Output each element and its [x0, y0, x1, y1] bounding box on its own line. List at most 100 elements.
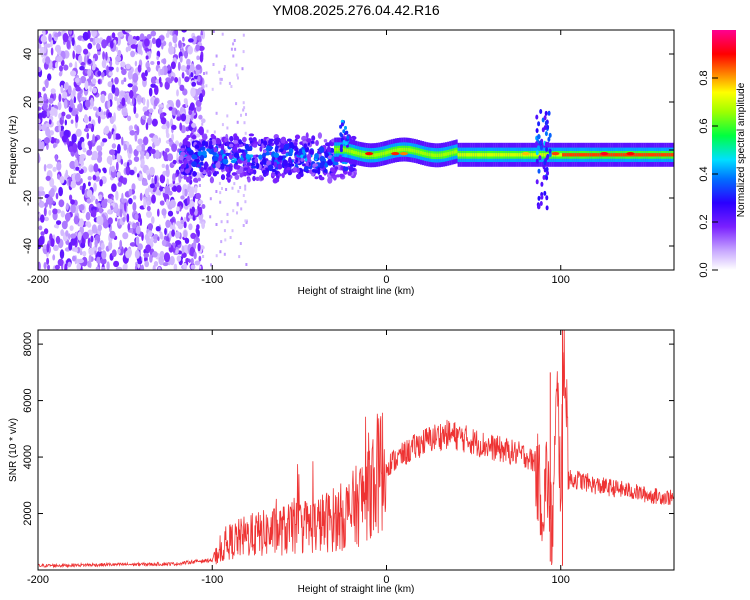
spectrogram-cell — [413, 149, 416, 153]
spectrogram-cell — [545, 175, 549, 181]
colorbar-tick-label: 0.0 — [698, 262, 710, 277]
spectrogram-cell — [255, 176, 260, 181]
spectrogram-cell — [53, 244, 59, 252]
spectrogram-cell — [228, 165, 233, 172]
spectrogram-cell — [342, 148, 345, 152]
spectrogram-cell — [175, 109, 178, 115]
spectrogram-cell — [208, 170, 212, 176]
spectrogram-cell — [83, 128, 90, 132]
colorbar: 0.0 0.2 0.4 0.6 0.8 Normalized spectral ampl… — [698, 30, 747, 278]
spectrogram-cell — [107, 217, 113, 225]
spectrogram-cell — [451, 151, 454, 155]
spectrogram-cell — [247, 177, 251, 183]
spectrogram-cell — [338, 154, 342, 159]
spectrogram-cell — [194, 145, 200, 149]
spectrogram-cell — [168, 45, 175, 55]
spectrogram-cell — [266, 145, 271, 151]
spectrogram-cell — [125, 63, 131, 70]
spectrogram-cell — [52, 254, 56, 261]
spectrogram-cell — [59, 65, 63, 72]
spectrogram-cell — [300, 158, 304, 162]
spectrogram-cell — [333, 161, 339, 166]
spectrogram-cell — [245, 112, 247, 116]
spectrogram-cell — [109, 40, 114, 49]
spectrogram-cell — [185, 155, 192, 161]
spectrogram-cell — [254, 157, 259, 164]
spectrogram-cell — [175, 99, 181, 108]
snr-xtick-label: 100 — [552, 574, 570, 586]
spectrogram-cell — [363, 153, 366, 157]
spectrogram-cell — [245, 221, 248, 224]
spectrogram-cell — [535, 114, 539, 120]
spectrogram-cell — [319, 176, 325, 181]
spectrogram-cell — [174, 43, 178, 48]
spectrogram-cell — [62, 32, 69, 43]
spectrogram-xtick-label: 0 — [383, 274, 389, 286]
spectrogram-cell — [461, 153, 464, 157]
spectrogram-cell — [101, 71, 105, 78]
spectrogram-cell — [228, 154, 233, 160]
spectrogram-cell — [520, 153, 523, 157]
spectrogram-cell — [635, 153, 638, 157]
spectrogram-cell — [125, 94, 128, 103]
spectrogram-cell — [44, 78, 49, 89]
spectrogram-cell — [141, 143, 146, 152]
spectrogram-cell — [157, 236, 160, 241]
spectrogram-cell — [658, 153, 661, 157]
spectrogram-cell — [114, 95, 118, 101]
spectrogram-cell — [60, 59, 65, 67]
spectrogram-cell — [67, 261, 72, 268]
spectrogram-cell — [46, 243, 50, 253]
spectrogram-cell — [148, 87, 153, 97]
spectrogram-cell — [570, 153, 573, 157]
spectrogram-cell — [81, 141, 85, 149]
spectrogram-cell — [558, 153, 561, 157]
spectrogram-cell — [45, 127, 51, 137]
spectrogram-ytick-label: 20 — [22, 96, 34, 108]
spectrogram-cell — [145, 152, 150, 160]
spectrogram-cell — [468, 153, 471, 157]
spectrogram-cell — [162, 262, 169, 267]
spectrogram-cell — [45, 43, 52, 48]
spectrogram-cell — [75, 166, 80, 171]
spectrogram-cell — [233, 39, 236, 42]
spectrogram-cell — [315, 140, 319, 146]
spectrogram-cell — [172, 34, 178, 44]
spectrogram-cell — [169, 255, 175, 266]
spectrogram-cell — [193, 107, 197, 114]
spectrogram-cell — [101, 39, 107, 49]
spectrogram-cell — [197, 177, 201, 182]
spectrogram-cell — [201, 221, 206, 229]
spectrogram-cell — [112, 154, 116, 161]
spectrogram-cell — [158, 104, 164, 109]
spectrogram-cell — [537, 195, 541, 201]
spectrogram-cell — [91, 64, 96, 71]
spectrogram-cell — [548, 132, 552, 138]
spectrogram-cell — [243, 171, 247, 177]
spectrogram-cell — [220, 136, 223, 140]
spectrogram-cell — [329, 167, 336, 173]
spectrogram-cell — [130, 39, 137, 45]
spectrogram-cell — [94, 239, 98, 248]
spectrogram-cell — [543, 153, 546, 157]
spectrogram-cell — [165, 148, 170, 153]
spectrogram-cell — [551, 153, 554, 157]
spectrogram-cell — [184, 168, 190, 174]
spectrogram-cell — [79, 185, 83, 191]
spectrogram-cell — [229, 236, 232, 239]
spectrogram-cell — [530, 153, 533, 157]
spectrogram-cell — [103, 111, 107, 116]
spectrogram-cell — [140, 264, 145, 270]
spectrogram-cell — [453, 150, 456, 154]
spectrogram-cell — [205, 84, 208, 88]
spectrogram-cell — [127, 223, 131, 231]
spectrogram-cell — [229, 135, 234, 142]
spectrogram-cell — [74, 159, 79, 167]
spectrogram-cell — [314, 176, 319, 180]
spectrogram-cell — [132, 195, 137, 200]
spectrogram-cell — [42, 102, 48, 111]
spectrogram-cell — [639, 153, 642, 157]
spectrogram-cell — [119, 208, 123, 218]
spectrogram-cell — [190, 264, 196, 270]
spectrogram-cell — [88, 254, 92, 264]
